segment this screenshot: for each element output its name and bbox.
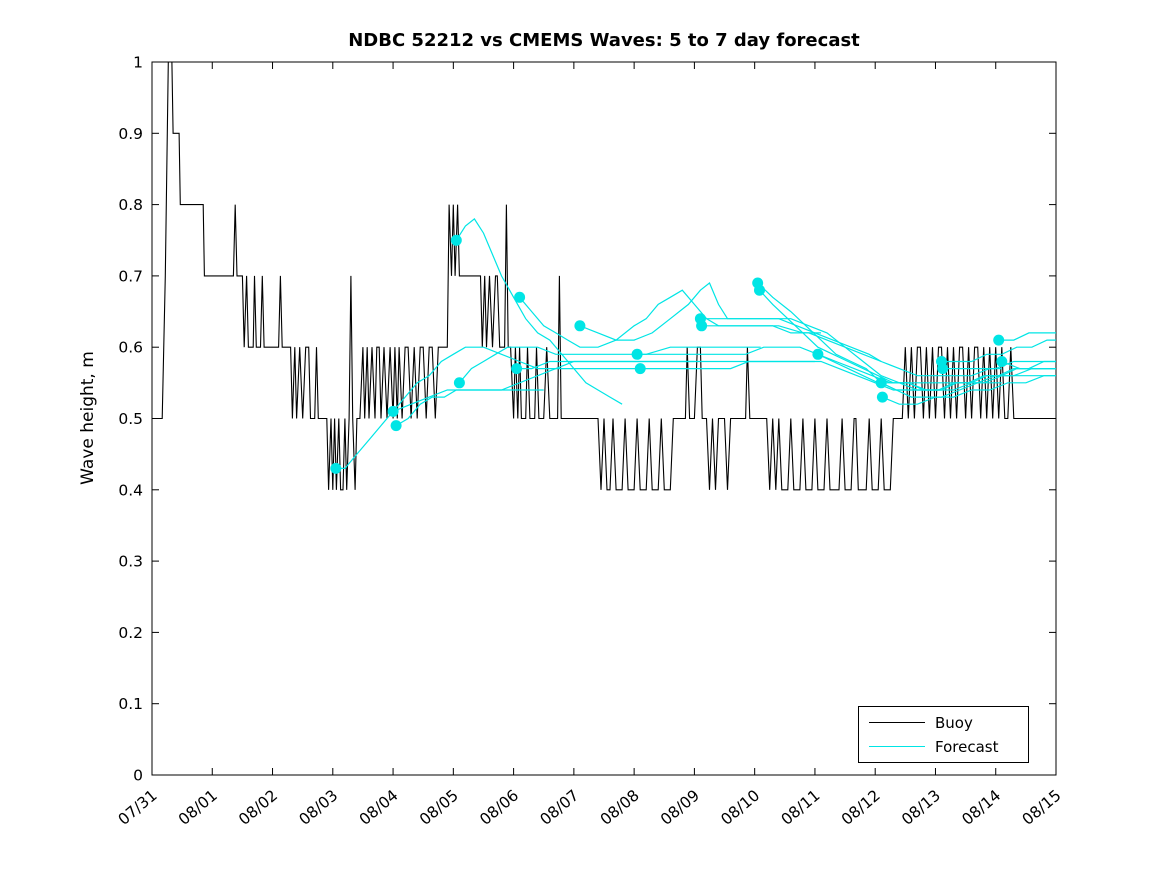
y-tick-label: 0.3 [118,553,143,571]
forecast-start-marker [330,462,342,474]
buoy-line [152,61,1056,491]
x-tick-label: 08/13 [898,786,944,829]
forecast-line [998,332,1056,341]
forecast-start-marker [574,320,586,332]
x-tick-label: 08/14 [959,786,1005,829]
forecast-start-marker [387,405,399,417]
x-tick-label: 07/31 [115,786,161,829]
y-tick-label: 0.8 [118,196,143,214]
forecast-line [455,218,623,405]
forecast-start-marker [876,391,888,403]
x-tick-label: 08/12 [838,786,884,829]
legend-label-buoy: Buoy [935,713,973,732]
forecast-start-marker [514,291,526,303]
forecast-start-marker [453,377,465,389]
x-tick-label: 08/15 [1019,786,1065,829]
forecast-line [335,346,638,469]
y-tick-label: 1 [133,54,143,72]
forecast-start-marker [812,348,824,360]
x-tick-label: 08/10 [717,786,763,829]
x-tick-label: 08/09 [657,786,703,829]
forecast-line [1001,360,1056,370]
forecast-start-marker [754,284,765,296]
forecast-line [941,339,1056,363]
y-tick-label: 0.9 [118,125,143,143]
forecast-start-marker [631,348,643,360]
y-tick-label: 0 [133,767,143,785]
y-tick-label: 0.1 [118,695,143,713]
forecast-line [817,353,1056,384]
x-tick-label: 08/08 [597,786,643,829]
forecast-start-marker [875,377,887,389]
forecast-line [395,389,544,427]
legend-entry-forecast: Forecast [869,738,1018,756]
legend-entry-buoy: Buoy [869,714,1018,732]
chart-title: NDBC 52212 vs CMEMS Waves: 5 to 7 day fo… [348,30,860,51]
x-tick-label: 08/05 [416,786,462,829]
forecast-start-marker [696,320,708,332]
x-tick-label: 08/11 [778,786,824,829]
x-tick-label: 08/01 [175,786,221,829]
x-tick-label: 08/06 [476,786,522,829]
forecast-line [882,375,1056,405]
y-tick-label: 0.4 [118,481,143,499]
y-axis-label: Wave height, m [78,351,98,485]
y-tick-label: 0.2 [118,624,143,642]
forecast-start-marker [996,356,1008,367]
y-tick-label: 0.6 [118,339,143,357]
x-tick-label: 08/02 [235,786,281,829]
forecast-line [701,325,1002,377]
y-tick-label: 0.7 [118,267,143,285]
x-tick-label: 08/07 [537,786,583,829]
x-tick-label: 08/03 [296,786,342,829]
x-tick-label: 08/04 [356,786,402,829]
forecast-start-marker [634,363,646,375]
forecast-start-marker [390,420,402,432]
forecast-line [579,282,882,363]
forecast-start-marker [937,363,949,375]
forecast-line-swatch [869,746,925,747]
forecast-start-marker [993,334,1005,346]
buoy-line-swatch [869,722,925,723]
y-tick-label: 0.5 [118,410,143,428]
legend: Buoy Forecast [858,706,1029,763]
forecast-start-marker [450,234,462,246]
forecast-line [516,360,815,370]
forecast-line [458,346,761,384]
forecast-start-marker [511,363,523,375]
forecast-line [640,360,942,391]
legend-label-forecast: Forecast [935,737,999,756]
